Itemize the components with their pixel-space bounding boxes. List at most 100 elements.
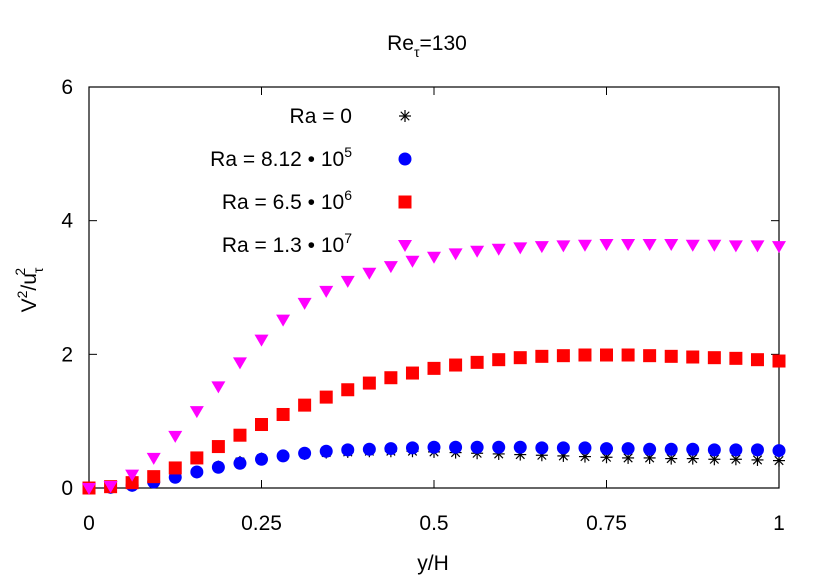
data-point-series-1	[298, 446, 312, 460]
data-point-series-1	[233, 456, 247, 470]
data-point-series-3	[513, 242, 528, 255]
data-point-series-3	[621, 239, 636, 252]
data-point-series-3	[728, 240, 743, 253]
data-point-series-2	[233, 428, 247, 442]
data-point-series-2	[341, 383, 355, 397]
x-tick-label: 1	[773, 512, 785, 535]
legend-marker-series-2	[398, 195, 412, 209]
y-tick-label: 0	[61, 477, 73, 500]
data-point-series-3	[168, 430, 183, 443]
data-point-series-2	[319, 390, 333, 404]
data-point-series-3	[189, 406, 204, 419]
data-marks	[82, 239, 786, 495]
data-point-series-2	[664, 349, 678, 363]
x-tick-label: 0.75	[586, 512, 627, 535]
data-point-series-2	[405, 366, 419, 380]
data-point-series-2	[578, 348, 592, 362]
data-point-series-1	[556, 441, 570, 455]
data-point-series-1	[449, 440, 463, 454]
data-point-series-1	[427, 440, 441, 454]
data-point-series-1	[211, 460, 225, 474]
data-point-series-1	[190, 465, 204, 479]
data-point-series-1	[492, 440, 506, 454]
data-point-series-1	[362, 442, 376, 456]
data-point-series-2	[600, 348, 613, 362]
data-point-series-1	[600, 442, 613, 456]
x-axis-label: y/H	[417, 552, 449, 575]
data-point-series-3	[772, 241, 786, 254]
data-point-series-2	[470, 355, 484, 369]
data-point-series-1	[341, 443, 355, 457]
data-point-series-2	[772, 354, 786, 368]
data-point-series-1	[664, 442, 678, 456]
data-point-series-2	[621, 348, 635, 362]
data-point-series-2	[298, 398, 312, 412]
data-point-series-3	[448, 248, 463, 261]
data-point-series-3	[707, 239, 722, 252]
data-point-series-3	[556, 240, 571, 253]
data-point-series-2	[190, 451, 204, 465]
x-tick-label: 0	[83, 512, 95, 535]
data-point-series-3	[470, 245, 485, 258]
data-point-series-0	[729, 453, 742, 466]
x-tick-label: 0.5	[419, 512, 448, 535]
data-point-series-2	[729, 351, 743, 365]
data-point-series-2	[643, 349, 657, 363]
data-point-series-3	[362, 267, 377, 280]
data-point-series-1	[643, 442, 657, 456]
data-point-series-3	[82, 483, 96, 495]
data-point-series-3	[254, 334, 269, 347]
data-point-series-3	[642, 239, 657, 252]
data-point-series-2	[147, 470, 161, 484]
legend-marker-series-1	[398, 152, 412, 166]
data-point-series-2	[513, 351, 527, 365]
legend-label-ra0: Ra = 0	[290, 105, 352, 128]
plot-frame	[88, 86, 780, 489]
data-point-series-3	[534, 241, 549, 254]
x-tick-label: 0.25	[241, 512, 282, 535]
legend-label-ra65e6: Ra = 6.5 • 106	[222, 187, 352, 214]
y-axis-label: V2/uτ2	[12, 267, 46, 312]
data-point-series-2	[276, 407, 290, 421]
data-point-series-2	[427, 361, 441, 375]
data-point-series-1	[319, 444, 333, 458]
data-point-series-2	[255, 418, 268, 432]
data-point-series-3	[276, 314, 291, 327]
data-point-series-3	[103, 480, 118, 493]
data-point-series-1	[686, 442, 700, 456]
data-point-series-2	[362, 376, 376, 390]
data-point-series-3	[750, 240, 765, 253]
data-point-series-1	[513, 440, 527, 454]
data-point-series-2	[556, 349, 570, 363]
data-point-series-2	[449, 358, 463, 372]
data-point-series-3	[319, 285, 334, 298]
data-point-series-3	[297, 297, 312, 310]
data-point-series-1	[255, 452, 268, 466]
data-point-series-1	[384, 442, 398, 456]
legend-label-ra13e7: Ra = 1.3 • 107	[222, 230, 352, 257]
legend-marker-series-3	[398, 240, 412, 252]
data-point-series-1	[750, 443, 764, 457]
data-point-series-1	[707, 443, 721, 457]
legend: Ra = 0 Ra = 8.12 • 105 Ra = 6.5 • 106 Ra…	[210, 105, 412, 257]
data-point-series-1	[405, 441, 419, 455]
data-point-series-1	[535, 441, 549, 455]
data-point-series-3	[577, 239, 592, 252]
legend-marker-series-0	[399, 110, 411, 122]
data-point-series-3	[427, 251, 441, 264]
data-point-series-3	[383, 261, 398, 274]
data-point-series-3	[211, 381, 226, 394]
data-point-series-3	[685, 239, 700, 252]
data-point-series-1	[578, 441, 592, 455]
data-point-series-3	[491, 243, 506, 256]
y-tick-label: 4	[61, 210, 73, 233]
data-point-series-3	[405, 255, 420, 268]
data-point-series-2	[686, 350, 700, 364]
data-point-series-2	[535, 349, 549, 363]
data-point-series-1	[276, 449, 290, 463]
data-point-series-1	[772, 444, 786, 458]
data-point-series-2	[211, 440, 225, 454]
data-point-series-3	[599, 239, 614, 252]
data-point-series-0	[665, 452, 678, 465]
